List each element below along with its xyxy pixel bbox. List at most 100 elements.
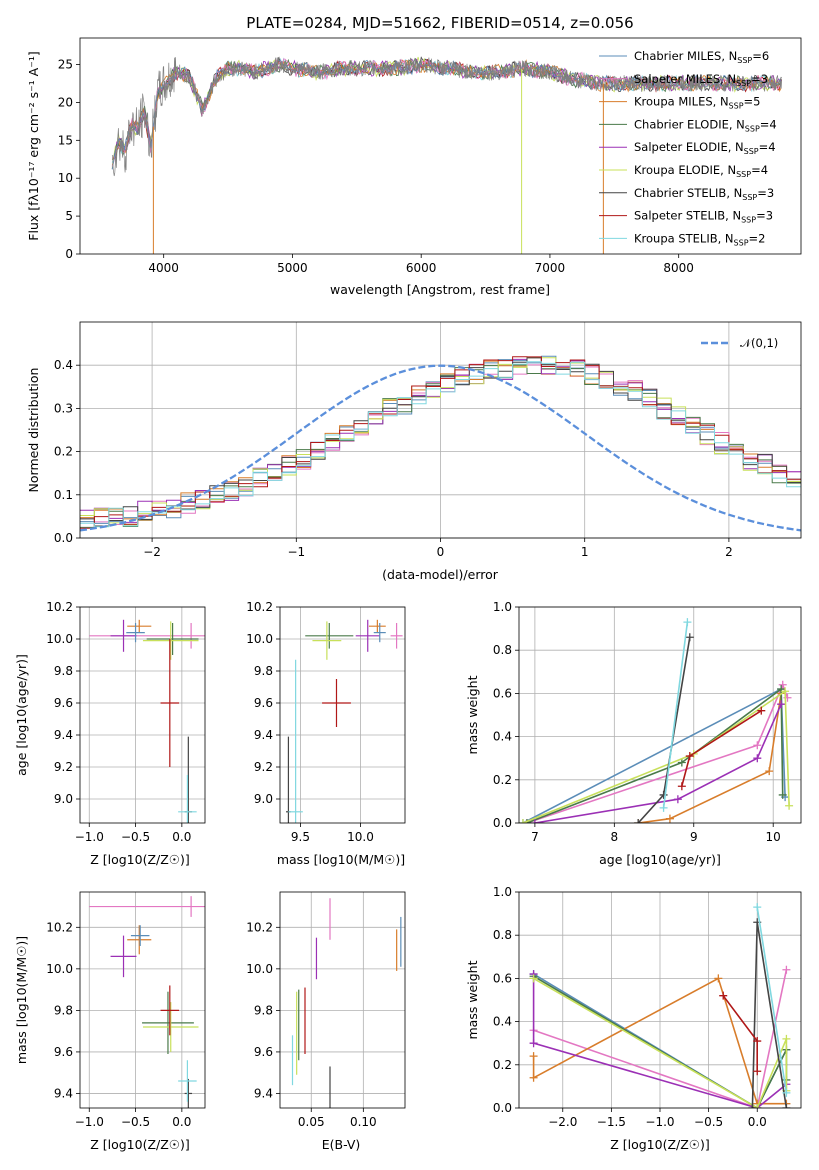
mass-weight-marker — [685, 633, 694, 642]
mass-weight-marker — [782, 1034, 791, 1043]
y-tick-label: 9.4 — [54, 728, 73, 742]
legend-label: Salpeter MILES, NSSP=3 — [634, 72, 768, 88]
x-tick-label: −2.0 — [548, 1115, 577, 1129]
normal-reference-curve — [80, 364, 801, 532]
y-tick-label: 0.1 — [54, 488, 73, 502]
residual-legend: 𝒩(0,1) — [701, 336, 778, 350]
mass-weight-vs-age-panel: 7 8 9 10 0.0 0.2 0.4 0.6 0.8 1.0 age [log10(age/y… — [465, 600, 802, 867]
x-tick-label: −0.5 — [121, 830, 150, 844]
y-tick-label: 0.4 — [493, 1015, 512, 1029]
y-tick-label: 20 — [58, 95, 73, 109]
y-tick-label: 9.0 — [54, 792, 73, 806]
y-tick-label: 10.2 — [246, 600, 273, 614]
x-tick-label: 7 — [531, 830, 539, 844]
mass-weight-marker — [753, 741, 762, 750]
legend-label: Kroupa MILES, NSSP=5 — [634, 95, 760, 111]
x-tick-label: 10.0 — [347, 830, 374, 844]
x-tick-label: 5000 — [277, 261, 308, 275]
mass-weight-marker — [683, 618, 692, 627]
legend-label: Chabrier ELODIE, NSSP=4 — [634, 117, 777, 133]
normal-curve-legend-label: 𝒩(0,1) — [740, 336, 778, 350]
y-tick-label: 5 — [65, 209, 73, 223]
spectrum-title: PLATE=0284, MJD=51662, FIBERID=0514, z=0… — [246, 14, 633, 32]
model-spectrum-line — [111, 59, 782, 170]
y-tick-label: 1.0 — [493, 885, 512, 899]
age-vs-metallicity-xlabel: Z [log10(Z/Z☉)] — [90, 852, 190, 867]
spectrum-legend: Chabrier MILES, NSSP=6 Salpeter MILES, NS… — [599, 49, 777, 247]
residual-xlabel: (data-model)/error — [382, 567, 499, 582]
age-vs-mass-panel: 9.5 10.0 9.0 9.2 9.4 9.6 9.8 10.0 10.2 mass [log… — [246, 600, 406, 867]
residual-ylabel: Normed distribution — [26, 368, 41, 493]
y-tick-label: 0.2 — [54, 445, 73, 459]
y-tick-label: 10.0 — [246, 632, 273, 646]
y-tick-label: 9.4 — [254, 728, 273, 742]
spectrum-xlabel: wavelength [Angstrom, rest frame] — [330, 282, 550, 297]
mass-weight-vs-metallicity-panel: −2.0 −1.5 −1.0 −0.5 0.0 0.0 0.2 0.4 0.6 0.8 1.0 Z … — [465, 885, 802, 1152]
x-tick-label: 2 — [725, 545, 733, 559]
x-tick-label: 1 — [581, 545, 589, 559]
legend-label: Chabrier STELIB, NSSP=3 — [634, 186, 774, 202]
mass-weight-marker — [659, 790, 668, 799]
x-tick-label: 4000 — [148, 261, 179, 275]
x-tick-label: 0 — [437, 545, 445, 559]
y-tick-label: 9.6 — [254, 1045, 273, 1059]
x-tick-label: −1.0 — [645, 1115, 674, 1129]
mass-weight-marker — [677, 782, 686, 791]
x-tick-label: −0.5 — [694, 1115, 723, 1129]
mass-weight-vs-metallicity-xlabel: Z [log10(Z/Z☉)] — [610, 1137, 710, 1152]
y-tick-label: 9.0 — [254, 792, 273, 806]
mass-weight-marker — [673, 795, 682, 804]
x-tick-label: 9 — [690, 830, 698, 844]
legend-label: Kroupa STELIB, NSSP=2 — [634, 231, 765, 247]
mass-weight-marker — [753, 1067, 762, 1076]
legend-label: Kroupa ELODIE, NSSP=4 — [634, 163, 768, 179]
mass-weight-marker — [748, 1104, 757, 1108]
mass-weight-line — [522, 689, 790, 823]
mass-vs-metallicity-ylabel: mass [log10(M/M☉)] — [14, 936, 29, 1064]
mass-weight-line — [638, 693, 782, 823]
y-tick-label: 0.0 — [493, 816, 512, 830]
mass-weight-marker — [753, 903, 762, 912]
mass-weight-marker — [529, 1073, 538, 1082]
mass-weight-marker — [519, 819, 527, 823]
y-tick-label: 9.2 — [254, 760, 273, 774]
mass-weight-marker — [781, 687, 790, 696]
y-tick-label: 15 — [58, 133, 73, 147]
mass-weight-marker — [685, 752, 694, 761]
mass-weight-line — [756, 906, 788, 1094]
mass-vs-extinction-xlabel: E(B-V) — [322, 1137, 361, 1152]
x-tick-label: −1.0 — [75, 830, 104, 844]
y-tick-label: 9.4 — [254, 1086, 273, 1100]
x-tick-label: 7000 — [535, 261, 566, 275]
observed-spectrum-line — [111, 57, 783, 177]
mass-weight-vs-metallicity-ylabel: mass weight — [465, 960, 480, 1039]
plot-frame — [79, 37, 802, 255]
x-tick-label: −2 — [143, 545, 161, 559]
x-tick-label: 8 — [611, 830, 619, 844]
legend-label: Salpeter ELODIE, NSSP=4 — [634, 140, 776, 156]
mass-vs-metallicity-xlabel: Z [log10(Z/Z☉)] — [90, 1137, 190, 1152]
mass-weight-line — [534, 703, 782, 823]
mass-weight-marker — [778, 680, 787, 689]
y-tick-label: 9.6 — [54, 1045, 73, 1059]
y-tick-label: 1.0 — [493, 600, 512, 614]
mass-weight-marker — [782, 965, 791, 974]
mass-weight-marker — [529, 1039, 538, 1048]
mass-weight-marker — [757, 706, 766, 715]
plot-frame — [279, 606, 406, 824]
mass-weight-marker — [785, 801, 794, 810]
x-tick-label: 8000 — [663, 261, 694, 275]
x-tick-label: −0.5 — [121, 1115, 150, 1129]
y-tick-label: 9.4 — [54, 1086, 73, 1100]
mass-weight-line — [526, 687, 784, 823]
y-tick-label: 10.0 — [46, 632, 73, 646]
y-tick-label: 0.6 — [493, 971, 512, 985]
plot-frame — [79, 891, 206, 1109]
legend-label: Salpeter STELIB, NSSP=3 — [634, 209, 773, 225]
mass-weight-marker — [765, 767, 774, 776]
y-tick-label: 9.6 — [54, 696, 73, 710]
mass-weight-marker — [529, 1052, 538, 1061]
mass-weight-marker — [777, 700, 786, 709]
mass-weight-marker — [782, 1088, 791, 1097]
age-vs-metallicity-panel: −1.0 −0.5 0.0 9.0 9.2 9.4 9.6 9.8 10.0 10.2 Z [lo… — [14, 600, 206, 867]
